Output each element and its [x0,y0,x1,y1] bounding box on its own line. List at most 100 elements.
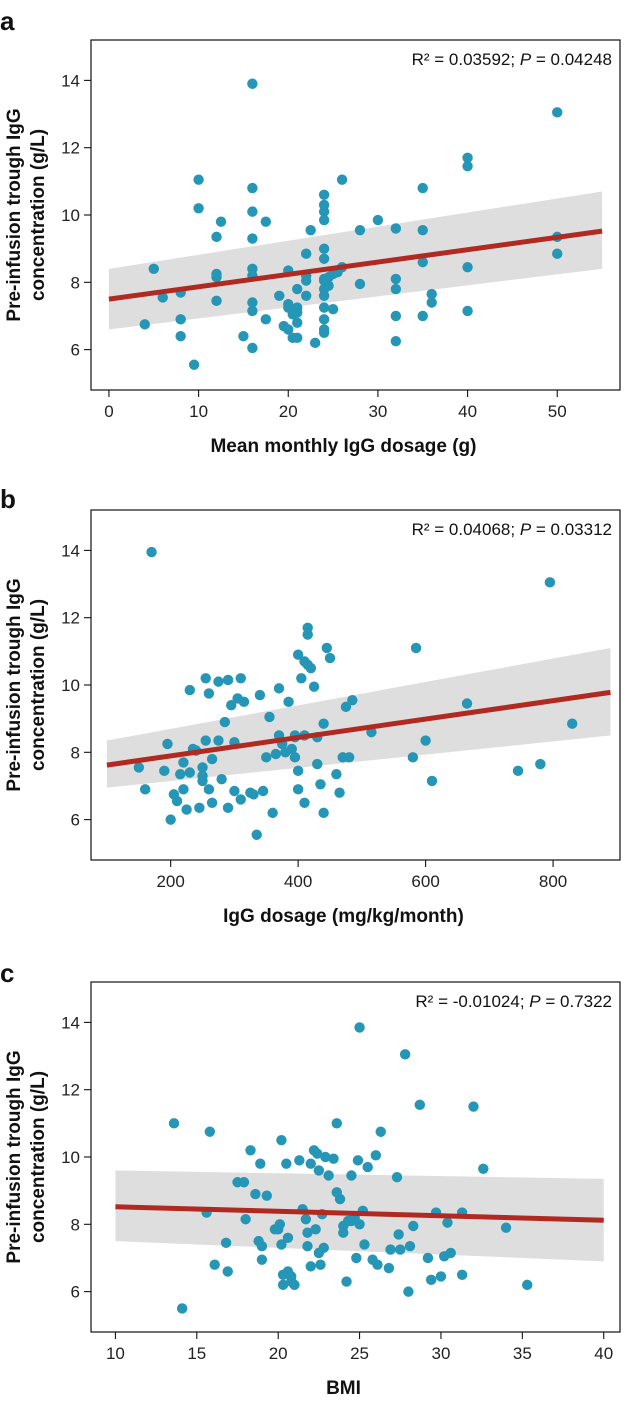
x-tick-label: 40 [458,402,477,421]
data-point [184,684,195,696]
panel-letter: b [0,484,16,514]
data-point [461,698,473,709]
data-point [425,1274,437,1286]
data-point [566,718,578,729]
data-point [260,314,272,325]
data-point [312,1148,323,1159]
data-point [273,683,285,694]
data-point [318,253,330,264]
x-tick-label: 40 [594,1344,613,1363]
y-tick-label: 14 [61,1013,80,1032]
data-point [251,829,262,840]
data-point [171,795,183,807]
data-point [390,283,402,295]
p-value-text: = 0.03312 [531,520,612,539]
confidence-band [108,191,603,330]
data-point [318,243,330,254]
data-point [274,1219,286,1230]
x-tick-label: 0 [104,402,113,421]
data-point [300,275,312,286]
data-point [245,1145,256,1156]
data-point [407,752,419,763]
data-point [404,1240,416,1252]
x-tick-label: 30 [368,402,387,421]
data-point [302,629,313,640]
data-point [281,1158,292,1169]
x-axis-title: Mean monthly IgG dosage (g) [210,436,476,457]
data-point [247,182,258,194]
data-point [247,78,258,89]
data-point [133,762,145,773]
data-point [442,1217,453,1228]
data-point [331,1118,342,1129]
y-tick-label: 10 [61,1148,80,1167]
data-point [193,174,204,185]
data-point [346,1170,357,1181]
data-point [220,1237,232,1249]
data-point [213,676,224,687]
y-tick-label: 6 [71,1283,80,1302]
data-point [552,248,563,259]
data-point [522,1279,533,1291]
data-point [157,292,168,303]
y-tick-label: 10 [61,206,80,225]
x-tick-label: 600 [411,872,439,891]
data-point [294,1155,305,1166]
data-point [315,779,326,790]
data-point [370,1150,382,1161]
data-point [395,1244,406,1255]
data-point [375,1126,386,1137]
data-point [327,304,339,315]
data-point [334,787,345,798]
x-tick-label: 200 [156,872,184,891]
data-point [200,735,211,746]
data-point [426,297,437,308]
data-point [468,1101,479,1112]
data-point [203,688,215,699]
data-point [308,681,320,692]
data-point [206,753,218,765]
data-point [318,807,329,819]
data-point [270,748,282,760]
y-tick-label: 14 [61,541,80,560]
data-point [176,1303,188,1314]
data-point [318,206,330,217]
data-point [229,785,240,797]
data-point [203,784,215,795]
data-point [247,233,258,244]
panel-letter: a [0,6,15,36]
data-point [456,1269,468,1280]
data-point [292,317,303,328]
data-point [359,1239,370,1250]
data-point [184,767,195,778]
y-tick-label: 12 [61,1081,80,1100]
data-point [305,1261,316,1272]
x-tick-label: 10 [106,1344,125,1363]
data-point [193,203,204,214]
data-point [391,1171,403,1183]
r-squared-text: R² = 0.04068; [412,520,520,539]
y-axis-title-line1: Pre-infusion trough IgG [4,108,25,321]
data-point [178,757,189,768]
data-point [261,752,272,763]
data-point [403,1286,414,1297]
data-point [139,784,151,795]
stat-annotation: R² = -0.01024; P = 0.7322 [415,992,612,1011]
chart-panel-c: c 10 15 20 25 30 35 40 6 8 10 12 14 R² = -0.01024; P … [0,958,621,1399]
panel-letter: c [0,958,14,988]
data-point [408,1220,419,1232]
data-point [289,1279,300,1291]
p-value-text: = 0.7322 [541,992,612,1011]
data-point [292,332,303,344]
data-point [323,280,334,291]
data-point [292,283,303,295]
regression-line [115,1204,604,1223]
data-point [175,768,186,780]
data-point [260,216,272,227]
y-axis-title-line1: Pre-infusion trough IgG [4,578,25,791]
p-value-text: = 0.04248 [531,50,612,69]
data-point [216,774,227,785]
data-point [222,802,234,814]
data-point [197,775,208,787]
